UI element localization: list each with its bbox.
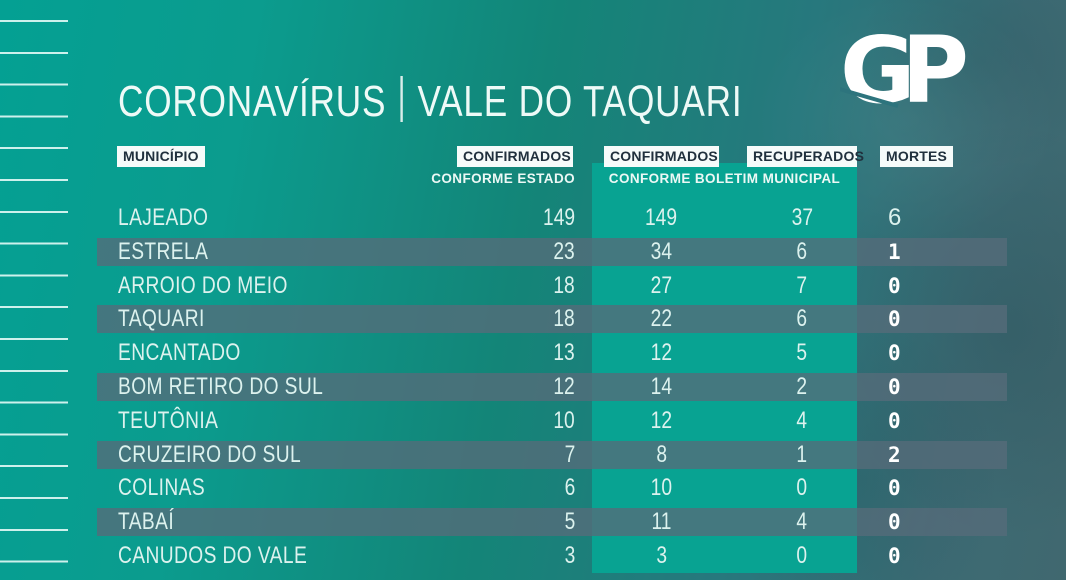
cell-confirmados-municipal: 149 — [645, 204, 678, 231]
table-row: CRUZEIRO DO SUL 7 8 1 2 — [97, 440, 1007, 469]
column-header-municipio: MUNICÍPIO — [117, 146, 205, 167]
cell-confirmados-estado: 18 — [553, 305, 575, 333]
cell-confirmados-estado: 18 — [553, 271, 575, 299]
cell-recuperados: 2 — [796, 372, 808, 400]
cell-recuperados: 5 — [796, 339, 808, 367]
cell-confirmados-municipal: 34 — [650, 237, 673, 265]
table-row: COLINAS 6 10 0 0 — [97, 474, 1007, 502]
column-header-mortes: MORTES — [880, 146, 954, 167]
table-row: ENCANTADO 13 12 5 0 — [97, 339, 1007, 367]
cell-mortes: 0 — [888, 341, 901, 366]
cell-recuperados: 0 — [796, 541, 808, 569]
title-part-region: VALE DO TAQUARI — [417, 77, 743, 126]
municipal-bulletin-highlight-band — [592, 163, 857, 573]
cell-confirmados-municipal: 8 — [656, 440, 667, 468]
gp-logo: GP — [835, 17, 990, 124]
cell-confirmados-estado: 13 — [553, 339, 575, 367]
cell-confirmados-municipal: 11 — [651, 508, 672, 536]
cell-municipio: ENCANTADO — [118, 339, 241, 367]
cell-municipio: COLINAS — [118, 474, 206, 502]
cell-municipio: CRUZEIRO DO SUL — [118, 440, 302, 468]
table-body: LAJEADO 149 149 37 6 ESTRELA 23 34 6 1 A… — [97, 204, 1007, 576]
cell-mortes: 2 — [888, 442, 901, 467]
cell-confirmados-municipal: 12 — [650, 339, 673, 367]
page-title: CORONAVÍRUS VALE DO TAQUARI — [118, 70, 742, 127]
cell-recuperados: 37 — [791, 204, 813, 231]
cell-municipio: TAQUARI — [118, 305, 205, 333]
cell-municipio: ARROIO DO MEIO — [118, 271, 288, 299]
cell-recuperados: 6 — [796, 237, 808, 265]
cell-confirmados-estado: 149 — [542, 204, 575, 231]
cell-mortes: 0 — [888, 476, 901, 501]
cell-municipio: TEUTÔNIA — [118, 406, 219, 434]
column-header-confirmados-municipal: CONFIRMADOS — [604, 146, 719, 167]
cell-mortes: 0 — [888, 510, 901, 535]
table-row: LAJEADO 149 149 37 6 — [97, 204, 1007, 232]
cell-mortes: 0 — [888, 307, 901, 332]
table-row: TEUTÔNIA 10 12 4 0 — [97, 407, 1007, 435]
cell-recuperados: 1 — [796, 440, 808, 468]
cell-confirmados-municipal: 12 — [650, 406, 673, 434]
cell-confirmados-municipal: 10 — [650, 474, 673, 502]
cell-confirmados-estado: 6 — [564, 474, 575, 502]
title-part-coronavirus: CORONAVÍRUS — [118, 77, 387, 126]
column-header-recuperados: RECUPERADOS — [747, 146, 864, 167]
cell-mortes: 0 — [888, 408, 901, 433]
cell-confirmados-municipal: 22 — [650, 305, 673, 333]
table-row: CANUDOS DO VALE 3 3 0 0 — [97, 542, 1007, 570]
cell-recuperados: 7 — [796, 271, 808, 299]
table-row: TAQUARI 18 22 6 0 — [97, 305, 1007, 334]
cell-municipio: ESTRELA — [118, 237, 209, 265]
cell-confirmados-estado: 23 — [553, 237, 575, 265]
cell-confirmados-estado: 10 — [553, 406, 575, 434]
column-header-confirmados-estado: CONFIRMADOS — [457, 146, 573, 167]
table-row: ESTRELA 23 34 6 1 — [97, 237, 1007, 266]
cell-mortes: 0 — [888, 273, 901, 298]
subheader-conforme-boletim-municipal: CONFORME BOLETIM MUNICIPAL — [608, 171, 841, 186]
cell-mortes: 0 — [888, 543, 901, 568]
cell-mortes: 1 — [888, 239, 901, 264]
cell-confirmados-estado: 5 — [564, 508, 575, 536]
cell-confirmados-municipal: 14 — [650, 372, 673, 400]
cell-recuperados: 4 — [796, 508, 808, 536]
cell-confirmados-municipal: 3 — [656, 541, 667, 569]
gp-logo-text: GP — [840, 22, 966, 122]
table-row: BOM RETIRO DO SUL 12 14 2 0 — [97, 372, 1007, 401]
cell-confirmados-estado: 7 — [564, 440, 575, 468]
cell-recuperados: 0 — [796, 474, 808, 502]
cell-confirmados-estado: 12 — [553, 372, 575, 400]
table-row: TABAÍ 5 11 4 0 — [97, 508, 1007, 537]
cell-mortes: 6 — [888, 204, 902, 231]
cell-municipio: TABAÍ — [118, 508, 175, 536]
table-row: ARROIO DO MEIO 18 27 7 0 — [97, 272, 1007, 300]
cell-confirmados-municipal: 27 — [650, 271, 673, 299]
subheader-conforme-estado: CONFORME ESTADO — [431, 171, 575, 186]
cell-municipio: CANUDOS DO VALE — [118, 541, 308, 569]
gp-logo-slash — [835, 86, 899, 108]
cell-municipio: LAJEADO — [118, 204, 209, 231]
title-separator-bar — [400, 76, 404, 122]
cell-mortes: 0 — [888, 374, 901, 399]
cell-recuperados: 4 — [796, 406, 808, 434]
cell-confirmados-estado: 3 — [564, 541, 575, 569]
ruler-tick-lines — [0, 20, 68, 566]
cell-municipio: BOM RETIRO DO SUL — [118, 372, 324, 400]
cell-recuperados: 6 — [796, 305, 808, 333]
